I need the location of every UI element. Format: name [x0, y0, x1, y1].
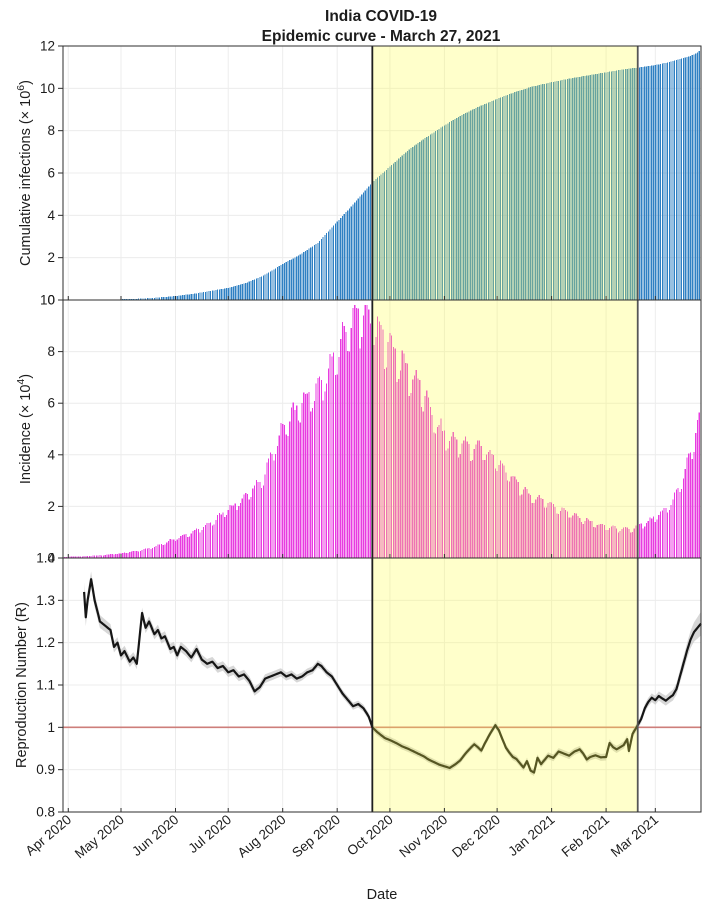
- y-axis-label-reproduction-number: Reproduction Number (R): [14, 602, 30, 768]
- y-tick-label: 1.3: [36, 593, 55, 608]
- highlight-region: [372, 300, 638, 558]
- y-tick-label: 0: [47, 551, 55, 566]
- x-tick-label: Aug 2020: [235, 812, 289, 861]
- x-tick-label: Jun 2020: [129, 812, 181, 859]
- y-tick-label: 1.2: [36, 635, 55, 650]
- y-tick-label: 8: [47, 123, 55, 138]
- chart-title: India COVID-19: [325, 8, 437, 25]
- y-tick-label: 0: [47, 293, 55, 308]
- x-tick-label: Sep 2020: [289, 812, 343, 861]
- y-axis-label-cumulative-infections: Cumulative infections (× 106): [15, 80, 34, 266]
- y-tick-label: 8: [47, 344, 55, 359]
- x-tick-label: Oct 2020: [344, 812, 396, 859]
- y-tick-labels: 1.4 1.3 1.2 1.1 1 0.9 0.8: [36, 551, 55, 820]
- x-tick-label: May 2020: [72, 812, 127, 862]
- highlight-region: [372, 46, 638, 300]
- y-tick-label: 10: [40, 293, 55, 308]
- y-tick-labels: 12 10 8 6 4 2 0: [40, 39, 56, 308]
- x-tick-label: Dec 2020: [449, 812, 503, 861]
- y-tick-label: 4: [47, 447, 55, 462]
- y-tick-label: 1.4: [36, 551, 55, 566]
- y-tick-labels: 10 8 6 4 2 0: [40, 293, 56, 566]
- cumulative-infections-bars: [88, 49, 702, 301]
- y-tick-label: 2: [47, 250, 55, 265]
- y-tick-label: 0.9: [36, 762, 55, 777]
- y-tick-label: 10: [40, 81, 55, 96]
- panel-reproduction-number: 1.4 1.3 1.2 1.1 1 0.9 0.8 Reproduction Number (…: [14, 551, 702, 820]
- y-tick-label: 4: [47, 208, 55, 223]
- tick-marks: [58, 45, 656, 301]
- highlight-region: [372, 558, 638, 812]
- incidence-bars: [62, 305, 702, 558]
- x-tick-label: Jul 2020: [185, 812, 234, 856]
- panel-background: [63, 300, 701, 558]
- x-tick-label: Feb 2021: [559, 812, 612, 860]
- x-tick-label: Jan 2021: [505, 812, 557, 859]
- y-tick-label: 0.8: [36, 805, 55, 820]
- y-tick-label: 6: [47, 166, 55, 181]
- x-axis-label: Date: [367, 887, 398, 903]
- x-tick-label: Nov 2020: [396, 812, 450, 861]
- tick-marks: [58, 299, 656, 559]
- y-tick-label: 1: [47, 720, 55, 735]
- y-tick-label: 1.1: [36, 678, 55, 693]
- chart-subtitle: Epidemic curve - March 27, 2021: [262, 28, 501, 45]
- panel-incidence: 10 8 6 4 2 0 Incidence (× 104): [15, 293, 702, 566]
- y-axis-label-incidence: Incidence (× 104): [15, 374, 34, 484]
- y-tick-label: 12: [40, 39, 55, 54]
- panel-cumulative-infections: 12 10 8 6 4 2 0 Cumulative infections (× 106): [15, 39, 702, 308]
- x-tick-label: Mar 2021: [608, 812, 661, 860]
- y-tick-label: 2: [47, 499, 55, 514]
- tick-marks: [58, 557, 656, 813]
- y-tick-label: 6: [47, 396, 55, 411]
- reproduction-number-line: [83, 578, 702, 774]
